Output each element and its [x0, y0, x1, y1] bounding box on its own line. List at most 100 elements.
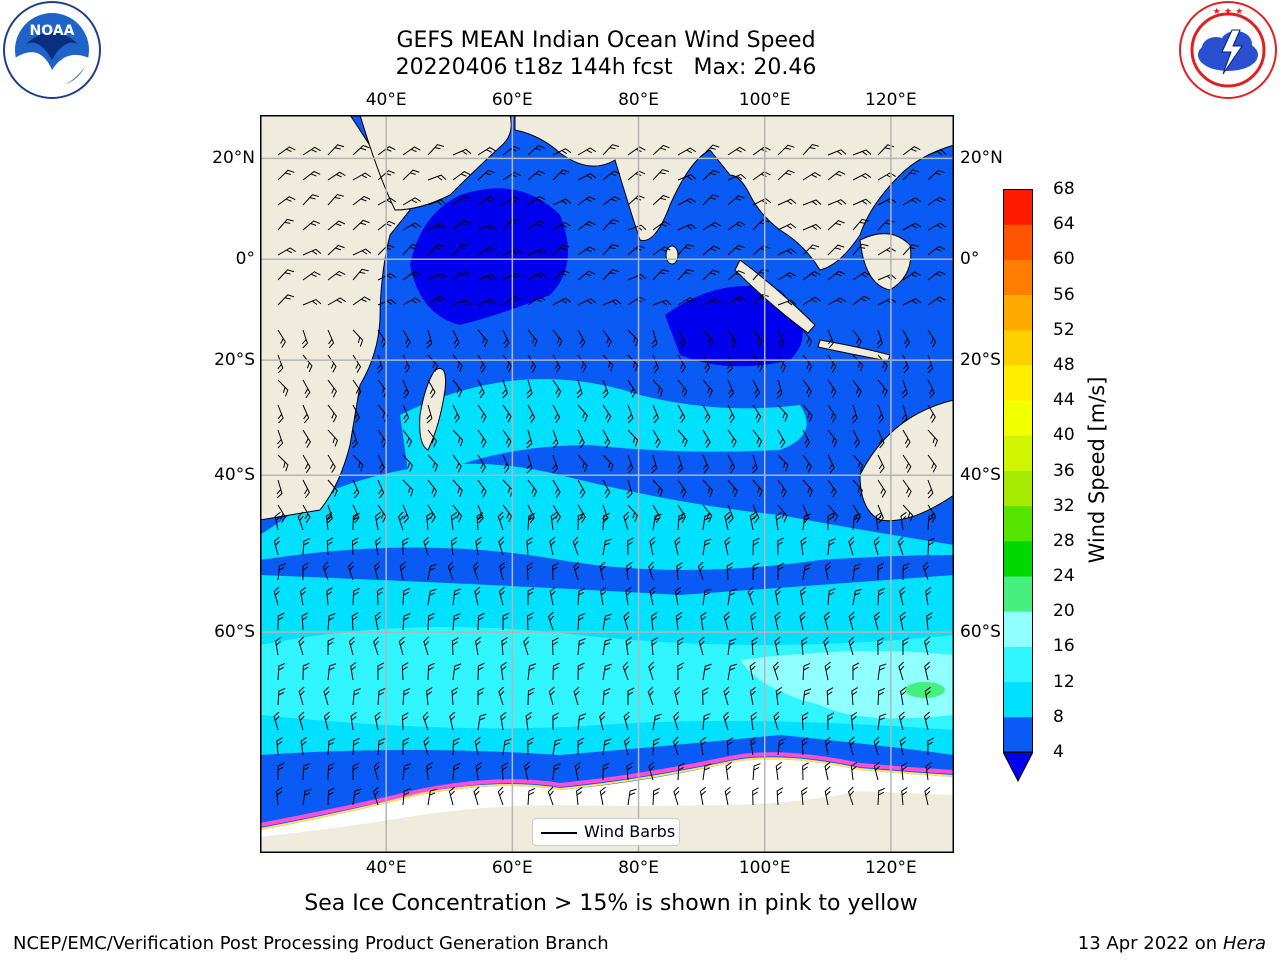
wind-barb — [450, 511, 458, 531]
wind-barb — [626, 562, 633, 581]
wind-barb — [902, 298, 922, 306]
wind-barb — [273, 536, 280, 556]
wind-barb — [477, 504, 484, 524]
wind-barb — [452, 479, 463, 497]
wind-barb — [702, 245, 721, 256]
wind-barb — [327, 454, 336, 473]
wind-barb — [827, 588, 836, 606]
wind-barb — [473, 786, 480, 806]
footer-host: Hera — [1222, 933, 1266, 954]
wind-barb — [326, 504, 333, 524]
wind-barb — [327, 297, 346, 306]
wind-barb — [827, 538, 836, 556]
wind-barb — [847, 786, 854, 806]
wind-barb — [773, 661, 780, 681]
noaa-logo-text: NOAA — [30, 23, 75, 39]
wind-barb — [277, 429, 284, 449]
wind-barb — [302, 429, 311, 448]
wind-barb — [449, 711, 456, 731]
wind-barb — [477, 454, 487, 473]
wind-barb — [273, 586, 280, 606]
wind-barb — [277, 379, 289, 397]
wind-barb — [652, 354, 659, 374]
wind-barb — [727, 270, 745, 281]
wind-barb — [801, 637, 808, 656]
wind-barb — [350, 711, 357, 731]
wind-barb — [527, 196, 546, 206]
wind-barb — [377, 197, 397, 206]
lat-tick-left: 60°S — [214, 622, 255, 643]
lat-tick-right: 20°S — [960, 350, 1001, 371]
wind-barb — [777, 504, 788, 523]
wind-barb — [302, 788, 312, 806]
wind-barb — [702, 687, 709, 706]
wind-barb — [452, 737, 460, 756]
wind-barb — [577, 479, 586, 499]
colorbar-tick-label: 52 — [1053, 319, 1075, 340]
wind-barb — [402, 479, 414, 497]
wind-barb — [298, 636, 305, 656]
wind-barb — [902, 454, 912, 473]
wind-barb — [501, 637, 508, 656]
wind-barb — [327, 354, 337, 373]
wind-barb — [526, 379, 533, 399]
wind-barb — [848, 536, 855, 556]
wind-barb — [577, 329, 586, 349]
lon-tick-top: 60°E — [491, 90, 533, 110]
wind-barb — [727, 244, 745, 256]
map-frame — [260, 115, 954, 853]
wind-barb — [927, 329, 937, 348]
land-india-asia — [514, 115, 954, 271]
map-panel — [260, 115, 954, 853]
wind-barb — [652, 144, 670, 156]
wind-barb — [373, 561, 380, 581]
wind-barb — [777, 329, 785, 349]
wind-barb — [627, 454, 634, 474]
wind-barb — [927, 169, 945, 181]
wind-barb — [697, 561, 704, 581]
wind-barb — [927, 270, 946, 281]
wind-barb — [627, 404, 634, 424]
wind-barb — [652, 221, 671, 231]
wind-barb — [852, 588, 862, 606]
wind-barb — [802, 563, 812, 581]
colorbar-tick-label: 16 — [1053, 636, 1075, 657]
wind-field-8-12-trades — [400, 379, 807, 485]
wind-barb — [775, 761, 783, 781]
wind-barb — [627, 537, 634, 556]
wind-field-band-40s — [260, 547, 954, 595]
wind-barb — [327, 329, 335, 349]
wind-barb — [427, 429, 438, 448]
wind-barb — [652, 429, 661, 448]
wind-barb — [302, 329, 309, 349]
wind-barb — [674, 586, 682, 606]
wind-barb — [523, 761, 530, 781]
wind-barb — [497, 786, 504, 806]
wind-barb — [552, 297, 572, 306]
wind-barb — [572, 536, 579, 556]
wind-barb — [827, 479, 837, 498]
wind-barb — [477, 404, 487, 423]
wind-barb — [802, 244, 820, 256]
wind-barb — [577, 662, 585, 681]
wind-barb — [774, 636, 781, 656]
wind-barb — [749, 661, 756, 681]
wind-barb — [451, 637, 459, 656]
wind-barb — [648, 761, 655, 781]
wind-barb — [752, 379, 761, 399]
wind-barb — [702, 329, 714, 347]
wind-barb — [927, 196, 946, 206]
wind-barb — [702, 429, 711, 448]
wind-barb — [777, 429, 786, 449]
wind-barb — [527, 220, 546, 231]
wind-barb — [927, 429, 938, 447]
wind-barb — [702, 713, 711, 731]
wind-barb — [352, 788, 362, 806]
wind-barb — [627, 379, 637, 398]
wind-barb — [652, 246, 671, 256]
wind-barb — [502, 429, 512, 448]
wind-barb — [651, 454, 658, 474]
wind-barb — [302, 220, 321, 231]
wind-barb — [475, 536, 482, 556]
wind-field-calm-arabian — [410, 188, 568, 325]
